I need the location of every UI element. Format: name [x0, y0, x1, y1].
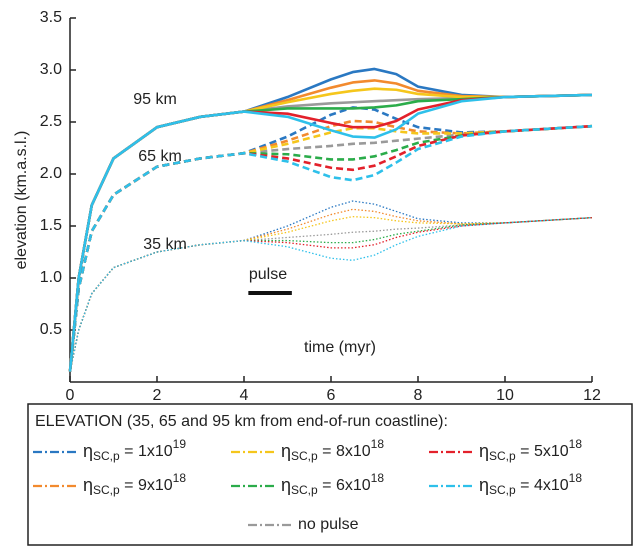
- x-tick-label: 4: [240, 387, 249, 404]
- legend-label-part: 18: [371, 471, 385, 485]
- data-line: [68, 124, 593, 372]
- x-tick-label: 2: [153, 387, 162, 404]
- legend-label-part: η: [83, 441, 93, 461]
- legend-label-part: 18: [371, 437, 385, 451]
- y-tick-label: 1.5: [40, 217, 62, 234]
- data-line: [68, 124, 593, 372]
- legend-label-part: = 9x10: [120, 477, 173, 494]
- data-line: [68, 93, 593, 372]
- legend-label-part: = 5x10: [516, 443, 569, 460]
- data-line: [68, 93, 593, 372]
- x-tick-label: 12: [583, 387, 601, 404]
- y-tick-label: 3.5: [40, 9, 62, 26]
- y-tick-label: 0.5: [40, 321, 62, 338]
- x-tick-label: 10: [496, 387, 514, 404]
- legend-label-part: η: [83, 475, 93, 495]
- y-tick-label: 3.0: [40, 61, 62, 78]
- legend-label-part: SC,p: [93, 483, 120, 497]
- y-tick-label: 2.0: [40, 165, 62, 182]
- legend-label-part: SC,p: [291, 483, 318, 497]
- legend-label-part: = 4x10: [516, 477, 569, 494]
- legend-label: ηSC,p = 4x1018: [479, 471, 582, 497]
- legend-label: ηSC,p = 9x1018: [83, 471, 186, 497]
- legend-label-part: 18: [569, 437, 583, 451]
- x-tick-label: 8: [414, 387, 423, 404]
- legend-label-part: SC,p: [93, 449, 120, 463]
- legend-label-part: 19: [173, 437, 187, 451]
- legend-label-part: SC,p: [291, 449, 318, 463]
- curve-label: 35 km: [143, 236, 187, 253]
- legend-label: ηSC,p = 6x1018: [281, 471, 384, 497]
- legend-label: no pulse: [298, 516, 359, 533]
- legend-box: [27, 403, 633, 546]
- legend-label-part: SC,p: [489, 483, 516, 497]
- legend-label-part: η: [281, 441, 291, 461]
- data-line: [68, 93, 593, 372]
- legend-label: ηSC,p = 1x1019: [83, 437, 186, 463]
- legend-label-part: 18: [173, 471, 187, 485]
- legend-label-part: = 6x10: [318, 477, 371, 494]
- y-axis-label: elevation (km.a.s.l.): [13, 131, 30, 270]
- legend-label: ηSC,p = 5x1018: [479, 437, 582, 463]
- legend-label-part: = 1x10: [120, 443, 173, 460]
- data-line: [68, 93, 593, 372]
- x-tick-label: 6: [327, 387, 336, 404]
- legend-label-part: η: [479, 441, 489, 461]
- legend-label-part: η: [479, 475, 489, 495]
- data-line: [68, 124, 593, 372]
- legend-label: ηSC,p = 8x1018: [281, 437, 384, 463]
- x-axis-label: time (myr): [304, 339, 376, 356]
- curve-label: 65 km: [138, 148, 182, 165]
- curve-label: 95 km: [133, 91, 177, 108]
- legend-label-part: SC,p: [489, 449, 516, 463]
- x-tick-label: 0: [66, 387, 75, 404]
- legend-title: ELEVATION (35, 65 and 95 km from end-of-…: [35, 413, 448, 430]
- data-line: [68, 124, 593, 372]
- pulse-label: pulse: [249, 266, 287, 283]
- y-tick-label: 2.5: [40, 113, 62, 130]
- legend-label-part: η: [281, 475, 291, 495]
- data-line: [68, 106, 593, 372]
- y-tick-label: 1.0: [40, 269, 62, 286]
- legend-label-part: 18: [569, 471, 583, 485]
- data-line: [69, 217, 593, 372]
- data-line: [68, 124, 593, 372]
- legend-label-part: = 8x10: [318, 443, 371, 460]
